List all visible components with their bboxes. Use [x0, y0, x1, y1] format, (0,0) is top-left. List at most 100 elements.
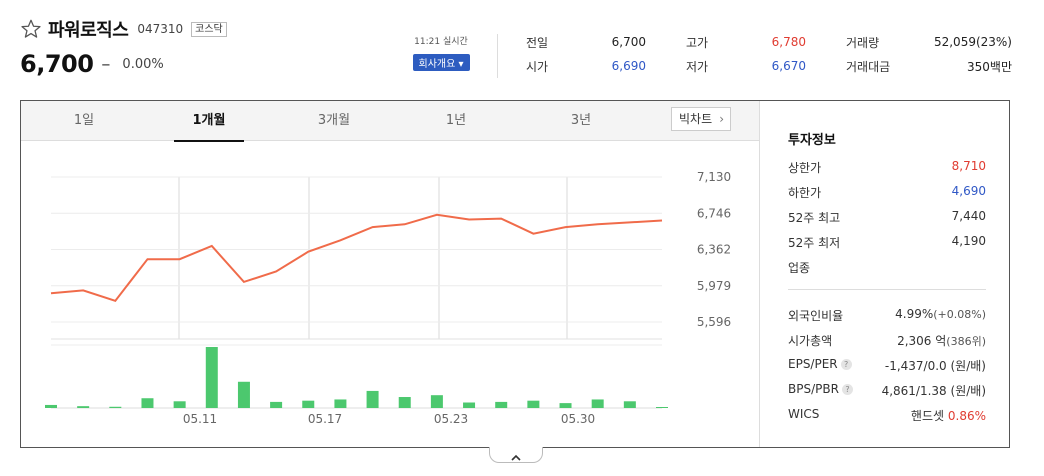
- eps-per-row: EPS/PER? -1,437/0.0 (원/배): [788, 357, 986, 377]
- realtime-label: 11:21 실시간: [414, 37, 468, 47]
- foreign-ratio-row: 외국인비율 4.99%(+0.08%): [788, 307, 986, 327]
- volume-bar: [495, 401, 508, 408]
- star-icon[interactable]: [20, 18, 42, 40]
- volume-bar: [527, 400, 540, 408]
- 52w-high-label: 52주 최고: [788, 211, 841, 225]
- market-cap-row: 시가총액 2,306 억(386위): [788, 332, 986, 352]
- foreign-ratio-value: 4.99%(+0.08%): [895, 307, 986, 321]
- quote-col-volume: 거래량 52,059(23%) 거래대금 350백만: [846, 30, 1012, 78]
- prev-close-value: 6,700: [611, 35, 646, 49]
- foreign-ratio-change: (+0.08%): [933, 308, 986, 321]
- 52w-low-label: 52주 최저: [788, 236, 841, 250]
- stock-header: 파워로직스 047310 코스닥 6,700 – 0.00%: [20, 16, 227, 78]
- x-tick-label: 05.17: [308, 412, 342, 426]
- chevron-right-icon: ›: [719, 112, 724, 126]
- period-tabs: 1일 1개월 3개월 1년 3년 빅차트 ›: [21, 101, 759, 142]
- wics-value[interactable]: 핸드셋 0.86%: [911, 407, 986, 424]
- x-axis-labels: 05.11 05.17 05.23 05.30: [183, 412, 595, 426]
- stock-code: 047310: [137, 22, 184, 36]
- x-tick-label: 05.30: [561, 412, 595, 426]
- volume-bars: [45, 347, 668, 408]
- market-cap: 2,306 억: [897, 334, 947, 348]
- volume-bar: [366, 390, 379, 408]
- volume-bar: [45, 404, 57, 408]
- help-icon[interactable]: ?: [841, 384, 853, 395]
- y-axis-labels: 7,130 6,746 6,362 5,979 5,596: [697, 170, 731, 329]
- wics-name[interactable]: 핸드셋: [910, 409, 945, 423]
- tab-1day[interactable]: 1일: [73, 113, 95, 128]
- tab-3months[interactable]: 3개월: [317, 113, 351, 128]
- wics-row: WICS 핸드셋 0.86%: [788, 407, 986, 427]
- low-value: 6,670: [771, 59, 806, 73]
- tab-1year[interactable]: 1년: [445, 113, 467, 128]
- volume-bar: [430, 395, 443, 408]
- x-tick-label: 05.23: [434, 412, 468, 426]
- y-tick-label: 5,596: [697, 315, 731, 329]
- lower-limit-value: 4,690: [951, 184, 986, 198]
- lower-limit-row: 하한가 4,690: [788, 184, 986, 204]
- volume-bar: [559, 403, 572, 408]
- volume-bar: [334, 399, 347, 408]
- price-row: 6,700 – 0.00%: [20, 50, 227, 78]
- upper-limit-value: 8,710: [951, 159, 986, 173]
- eps-per-label-group: EPS/PER?: [788, 357, 852, 371]
- bigchart-button[interactable]: 빅차트 ›: [671, 107, 731, 131]
- foreign-ratio: 4.99%: [895, 307, 934, 321]
- collapse-button[interactable]: [489, 447, 543, 463]
- sector-label: 업종: [788, 261, 811, 275]
- chart-grid: [51, 176, 662, 409]
- sector-row: 업종: [788, 259, 986, 279]
- price-volume-chart: 7,130 6,746 6,362 5,979 5,596 05.11 05.17 05.2…: [45, 170, 731, 426]
- market-badge: 코스닥: [191, 21, 227, 37]
- market-cap-value: 2,306 억(386위): [897, 332, 986, 349]
- bigchart-label: 빅차트: [679, 112, 713, 126]
- high-label: 고가: [686, 35, 709, 50]
- open-value: 6,690: [611, 59, 646, 73]
- change-rate: 0.00%: [122, 56, 164, 72]
- volume-bar: [656, 407, 668, 408]
- volume-bar: [237, 381, 250, 408]
- bps-pbr-row: BPS/PBR? 4,861/1.38 (원/배): [788, 382, 986, 402]
- price-line: [50, 213, 663, 302]
- volume-bar: [205, 347, 218, 408]
- investment-info: 투자정보 상한가 8,710 하한가 4,690 52주 최고 7,440 52…: [759, 101, 1009, 447]
- market-cap-rank: (386위): [946, 335, 986, 348]
- volume-bar: [109, 406, 122, 408]
- realtime-box: 11:21 실시간 회사개요 ▾: [408, 34, 474, 71]
- 52w-high-value: 7,440: [951, 209, 986, 223]
- volume-bar: [463, 402, 476, 408]
- high-value: 6,780: [771, 35, 806, 49]
- info-title: 투자정보: [788, 133, 836, 148]
- bps-pbr-value: 4,861/1.38 (원/배): [881, 384, 986, 398]
- company-overview-button[interactable]: 회사개요 ▾: [412, 54, 470, 71]
- amount-label: 거래대금: [846, 59, 891, 74]
- stock-name: 파워로직스: [48, 20, 129, 41]
- volume-bar: [141, 398, 154, 408]
- wics-change: 0.86%: [947, 409, 986, 423]
- title-row: 파워로직스 047310 코스닥: [20, 16, 227, 42]
- chevron-up-icon: [511, 454, 521, 461]
- volume-bar: [398, 397, 411, 408]
- current-price: 6,700: [20, 50, 94, 78]
- volume-bar: [623, 401, 636, 408]
- header-divider: [497, 34, 498, 78]
- bps-pbr-label: BPS/PBR: [788, 382, 839, 396]
- 52w-high-row: 52주 최고 7,440: [788, 209, 986, 229]
- quote-col-high-low: 고가 6,780 저가 6,670: [686, 30, 806, 78]
- volume-label: 거래량: [846, 35, 880, 50]
- y-tick-label: 5,979: [697, 279, 731, 293]
- y-tick-label: 6,362: [697, 243, 731, 257]
- chart-panel: 1일 1개월 3개월 1년 3년 빅차트 › 7,130 6,746 6,362 5,…: [20, 100, 1010, 448]
- y-tick-label: 6,746: [697, 206, 731, 220]
- open-label: 시가: [526, 59, 549, 74]
- help-icon[interactable]: ?: [840, 359, 852, 370]
- volume-bar: [270, 401, 283, 408]
- lower-limit-label: 하한가: [788, 186, 822, 200]
- eps-per-label: EPS/PER: [788, 357, 838, 371]
- change-symbol: –: [101, 53, 111, 75]
- tab-3years[interactable]: 3년: [570, 113, 592, 128]
- tab-1month[interactable]: 1개월: [174, 101, 244, 142]
- upper-limit-row: 상한가 8,710: [788, 159, 986, 179]
- 52w-low-value: 4,190: [951, 234, 986, 248]
- volume-bar: [302, 400, 315, 408]
